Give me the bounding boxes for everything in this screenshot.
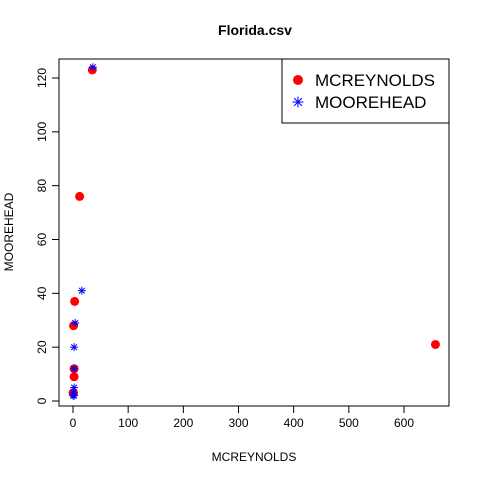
x-tick-label: 200 bbox=[173, 416, 193, 430]
y-tick-label: 60 bbox=[35, 233, 49, 247]
data-point-asterisk bbox=[70, 383, 79, 392]
y-tick-label: 20 bbox=[35, 340, 49, 354]
legend-box bbox=[281, 58, 450, 124]
data-point-asterisk bbox=[88, 63, 97, 72]
x-axis-label: MCREYNOLDS bbox=[212, 450, 297, 464]
x-tick-label: 100 bbox=[118, 416, 138, 430]
x-tick-label: 500 bbox=[339, 416, 359, 430]
y-axis: 0 20 40 60 80 100 120 bbox=[35, 68, 60, 404]
chart-title: Florida.csv bbox=[218, 22, 292, 38]
y-tick-label: 80 bbox=[35, 179, 49, 193]
y-tick-label: 120 bbox=[35, 68, 49, 88]
y-tick-label: 0 bbox=[35, 397, 49, 404]
data-point-circle bbox=[69, 372, 79, 382]
y-tick-label: 40 bbox=[35, 286, 49, 300]
data-points bbox=[68, 63, 440, 400]
x-axis: 0 100 200 300 400 500 600 bbox=[70, 405, 414, 430]
legend-marker bbox=[292, 96, 304, 108]
x-tick-label: 300 bbox=[228, 416, 248, 430]
x-tick-label: 600 bbox=[394, 416, 414, 430]
y-axis-label: MOOREHEAD bbox=[2, 192, 16, 271]
y-tick-label: 100 bbox=[35, 122, 49, 142]
data-point-asterisk bbox=[70, 391, 79, 400]
x-tick-label: 0 bbox=[70, 416, 77, 430]
data-point-asterisk bbox=[77, 286, 86, 295]
x-tick-label: 400 bbox=[284, 416, 304, 430]
data-point-asterisk bbox=[70, 343, 79, 352]
legend: MCREYNOLDS MOOREHEAD bbox=[281, 58, 450, 124]
data-point-circle bbox=[430, 339, 440, 349]
data-point-asterisk bbox=[71, 318, 80, 327]
series-moorehead bbox=[69, 63, 97, 400]
data-point-circle bbox=[70, 296, 80, 306]
data-point-circle bbox=[75, 191, 85, 201]
data-point-asterisk bbox=[70, 364, 79, 373]
legend-label: MCREYNOLDS bbox=[315, 71, 435, 90]
legend-label: MOOREHEAD bbox=[315, 93, 426, 112]
legend-marker bbox=[293, 75, 303, 85]
